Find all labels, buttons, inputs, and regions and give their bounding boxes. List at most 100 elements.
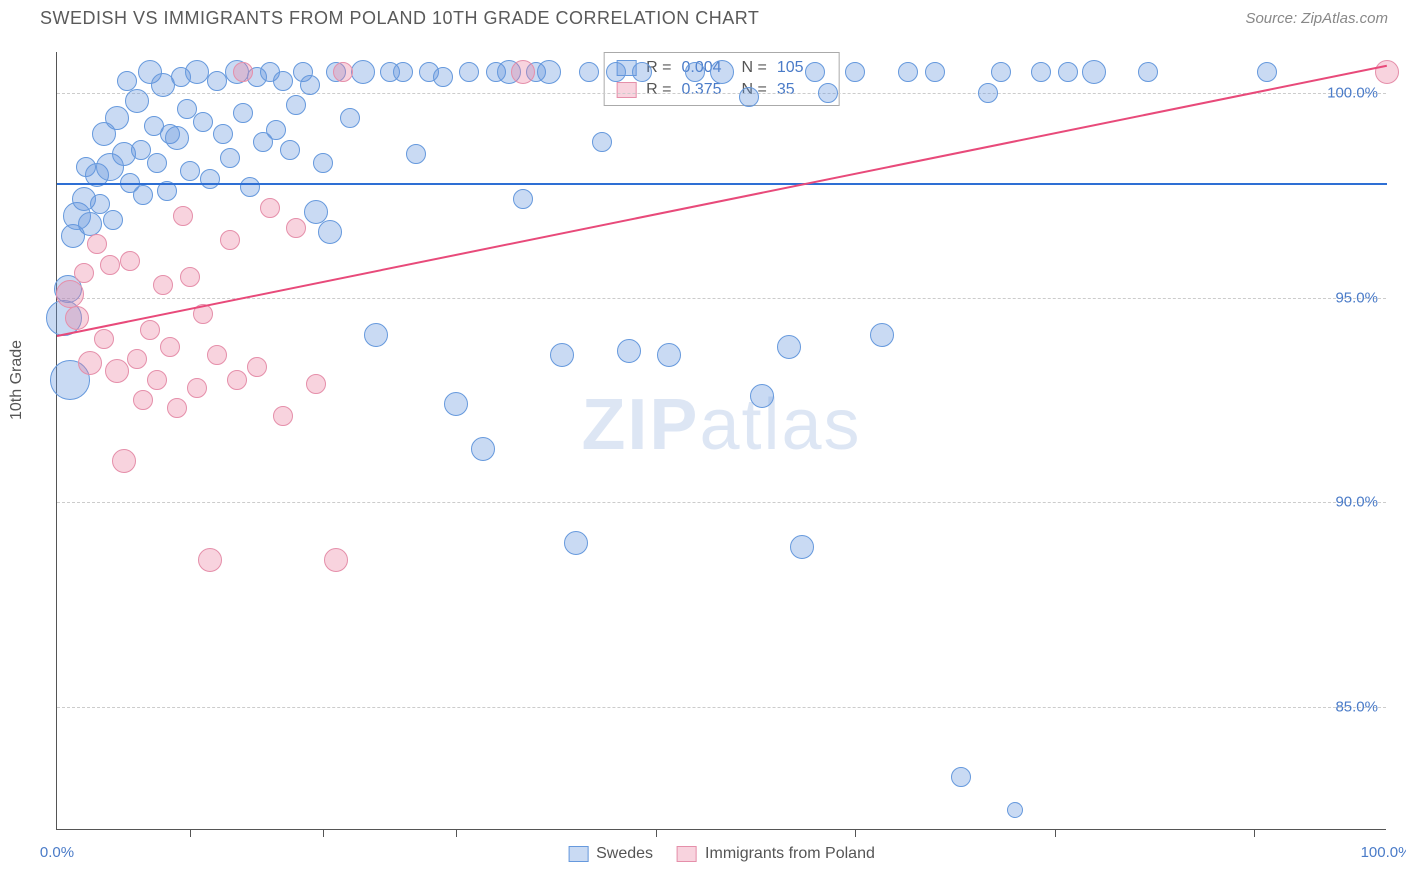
y-tick-label: 85.0% bbox=[1335, 699, 1378, 716]
legend-bottom: Swedes Immigrants from Poland bbox=[568, 845, 875, 863]
data-point bbox=[227, 370, 247, 390]
data-point bbox=[286, 95, 306, 115]
data-point bbox=[266, 120, 286, 140]
watermark: ZIPatlas bbox=[581, 384, 861, 466]
x-tick bbox=[190, 829, 191, 837]
data-point bbox=[87, 234, 107, 254]
data-point bbox=[511, 60, 535, 84]
trend-line bbox=[57, 183, 1387, 185]
data-point bbox=[103, 210, 123, 230]
x-tick bbox=[1055, 829, 1056, 837]
data-point bbox=[870, 323, 894, 347]
data-point bbox=[579, 62, 599, 82]
data-point bbox=[592, 132, 612, 152]
data-point bbox=[260, 198, 280, 218]
data-point bbox=[978, 83, 998, 103]
data-point bbox=[313, 153, 333, 173]
swatch-poland bbox=[616, 82, 636, 98]
data-point bbox=[750, 384, 774, 408]
data-point bbox=[393, 62, 413, 82]
data-point bbox=[125, 89, 149, 113]
data-point bbox=[433, 67, 453, 87]
data-point bbox=[160, 337, 180, 357]
data-point bbox=[845, 62, 865, 82]
chart-plot-area: ZIPatlas R = 0.004 N = 105 R = 0.375 N =… bbox=[56, 52, 1386, 830]
x-axis-min-label: 0.0% bbox=[40, 844, 74, 861]
data-point bbox=[286, 218, 306, 238]
data-point bbox=[564, 531, 588, 555]
data-point bbox=[459, 62, 479, 82]
data-point bbox=[78, 351, 102, 375]
data-point bbox=[213, 124, 233, 144]
data-point bbox=[273, 406, 293, 426]
legend-item-swedes: Swedes bbox=[568, 845, 653, 863]
data-point bbox=[220, 148, 240, 168]
data-point bbox=[180, 267, 200, 287]
x-tick bbox=[456, 829, 457, 837]
data-point bbox=[247, 357, 267, 377]
data-point bbox=[133, 185, 153, 205]
data-point bbox=[198, 548, 222, 572]
gridline bbox=[57, 93, 1386, 94]
x-tick bbox=[323, 829, 324, 837]
data-point bbox=[991, 62, 1011, 82]
data-point bbox=[632, 62, 652, 82]
data-point bbox=[200, 169, 220, 189]
x-tick bbox=[855, 829, 856, 837]
y-tick-label: 90.0% bbox=[1335, 494, 1378, 511]
data-point bbox=[207, 71, 227, 91]
y-axis-label: 10th Grade bbox=[8, 340, 26, 420]
data-point bbox=[617, 339, 641, 363]
data-point bbox=[300, 75, 320, 95]
x-axis-max-label: 100.0% bbox=[1361, 844, 1406, 861]
data-point bbox=[147, 370, 167, 390]
data-point bbox=[951, 767, 971, 787]
data-point bbox=[112, 449, 136, 473]
data-point bbox=[340, 108, 360, 128]
data-point bbox=[133, 390, 153, 410]
data-point bbox=[220, 230, 240, 250]
data-point bbox=[180, 161, 200, 181]
data-point bbox=[147, 153, 167, 173]
data-point bbox=[280, 140, 300, 160]
data-point bbox=[471, 437, 495, 461]
data-point bbox=[193, 112, 213, 132]
data-point bbox=[406, 144, 426, 164]
chart-title: SWEDISH VS IMMIGRANTS FROM POLAND 10TH G… bbox=[40, 8, 759, 29]
y-tick-label: 95.0% bbox=[1335, 289, 1378, 306]
data-point bbox=[898, 62, 918, 82]
data-point bbox=[117, 71, 137, 91]
data-point bbox=[120, 251, 140, 271]
data-point bbox=[100, 255, 120, 275]
data-point bbox=[78, 212, 102, 236]
data-point bbox=[710, 60, 734, 84]
data-point bbox=[790, 535, 814, 559]
legend-item-poland: Immigrants from Poland bbox=[677, 845, 875, 863]
data-point bbox=[925, 62, 945, 82]
data-point bbox=[550, 343, 574, 367]
gridline bbox=[57, 502, 1386, 503]
data-point bbox=[187, 378, 207, 398]
data-point bbox=[65, 306, 89, 330]
data-point bbox=[1082, 60, 1106, 84]
data-point bbox=[94, 329, 114, 349]
x-tick bbox=[1254, 829, 1255, 837]
data-point bbox=[444, 392, 468, 416]
data-point bbox=[1058, 62, 1078, 82]
data-point bbox=[805, 62, 825, 82]
data-point bbox=[537, 60, 561, 84]
data-point bbox=[306, 374, 326, 394]
data-point bbox=[364, 323, 388, 347]
swatch-swedes-icon bbox=[568, 846, 588, 862]
data-point bbox=[207, 345, 227, 365]
data-point bbox=[105, 359, 129, 383]
swatch-poland-icon bbox=[677, 846, 697, 862]
data-point bbox=[1007, 802, 1023, 818]
data-point bbox=[74, 263, 94, 283]
data-point bbox=[233, 103, 253, 123]
data-point bbox=[167, 398, 187, 418]
data-point bbox=[1375, 60, 1399, 84]
data-point bbox=[165, 126, 189, 150]
gridline bbox=[57, 298, 1386, 299]
data-point bbox=[273, 71, 293, 91]
